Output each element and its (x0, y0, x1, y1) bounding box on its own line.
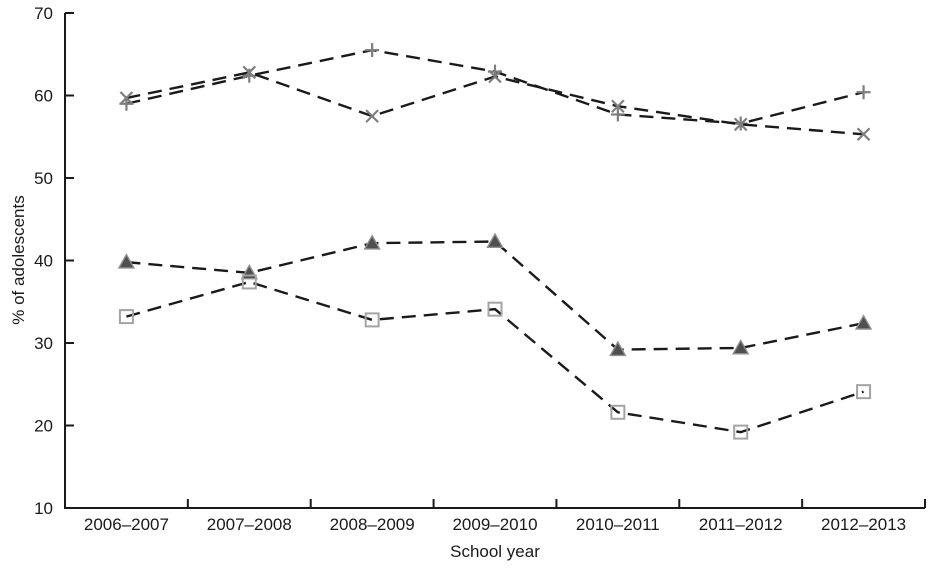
y-tick-label: 70 (34, 4, 53, 23)
y-tick-label: 40 (34, 252, 53, 271)
x-series-marker (488, 69, 502, 84)
triangle-series-marker (854, 314, 873, 330)
plus-series-marker (610, 107, 625, 122)
x-series-group (119, 65, 871, 142)
square-series-marker (733, 424, 749, 440)
x-tick-label: 2012–2013 (821, 515, 906, 534)
x-tick-label: 2008–2009 (330, 515, 415, 534)
triangle-series-marker (363, 234, 381, 250)
x-tick-label: 2006–2007 (84, 515, 169, 534)
plus-series-marker (242, 68, 257, 83)
plus-series-marker (365, 43, 380, 58)
x-axis-label: School year (450, 542, 540, 561)
square-series-marker (487, 301, 503, 317)
plus-series-marker (856, 85, 871, 100)
x-tick-label: 2010–2011 (576, 515, 660, 534)
x-series-marker (242, 65, 257, 80)
triangle-series-marker (486, 232, 504, 249)
square-series-marker (610, 404, 626, 420)
square-series-marker (118, 309, 134, 325)
triangle-series-group (117, 232, 873, 357)
triangle-series-line (126, 240, 864, 351)
y-tick-label: 60 (34, 87, 53, 106)
x-series-marker (119, 91, 134, 105)
square-series-marker (856, 384, 872, 400)
square-series-group (118, 274, 872, 440)
y-tick-label: 30 (34, 334, 53, 353)
x-tick-label: 2009–2010 (452, 515, 537, 534)
square-series-line (126, 280, 864, 434)
y-axis-label: % of adolescents (9, 195, 28, 325)
x-series-line (126, 71, 864, 136)
x-series-marker (611, 99, 625, 114)
square-series-marker (241, 274, 257, 290)
y-tick-label: 50 (34, 169, 53, 188)
x-series-marker (733, 117, 748, 132)
triangle-series-marker (732, 339, 750, 355)
x-tick-label: 2011–2012 (699, 515, 783, 534)
triangle-series-marker (609, 340, 627, 357)
plus-series-group (119, 43, 871, 131)
square-series-marker (364, 312, 380, 328)
triangle-series-marker (117, 253, 136, 269)
y-tick-label: 20 (34, 417, 53, 436)
x-tick-label: 2007–2008 (207, 515, 292, 534)
x-series-marker (365, 109, 379, 123)
plus-series-line (126, 48, 864, 125)
x-series-marker (856, 127, 871, 142)
y-tick-label: 10 (34, 499, 53, 518)
